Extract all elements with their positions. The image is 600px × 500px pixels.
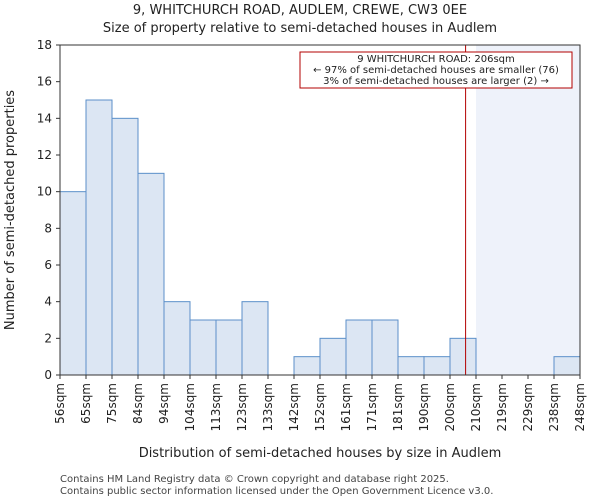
x-axis-label: Distribution of semi-detached houses by … (139, 446, 502, 461)
x-tick-label-56sqm: 56sqm (53, 383, 67, 424)
chart-title-line1: 9, WHITCHURCH ROAD, AUDLEM, CREWE, CW3 0… (133, 3, 467, 18)
y-tick-label: 0 (44, 368, 52, 382)
bar-65sqm (85, 99, 113, 376)
bar-113sqm (215, 319, 243, 376)
bar-123sqm (241, 301, 269, 376)
x-tick-label-113sqm: 113sqm (209, 383, 223, 431)
y-tick-label: 16 (37, 75, 52, 89)
x-tick-label-104sqm: 104sqm (183, 383, 197, 431)
bar-142sqm (293, 356, 321, 376)
x-tick-label-84sqm: 84sqm (131, 383, 145, 424)
y-tick-label: 8 (44, 221, 52, 235)
x-tick-label-229sqm: 229sqm (521, 383, 535, 431)
x-tick-label-161sqm: 161sqm (339, 383, 353, 431)
highlight-region (476, 45, 580, 375)
x-tick-label-123sqm: 123sqm (235, 383, 249, 431)
bar-104sqm (189, 319, 217, 376)
bar-56sqm (59, 191, 87, 376)
x-ticks: 56sqm 65sqm 75sqm 84sqm 94sqm 104sqm 113sqm 123… (53, 375, 587, 431)
y-tick-label: 10 (37, 185, 52, 199)
footer-line1: Contains HM Land Registry data © Crown c… (60, 474, 449, 485)
y-tick-label: 6 (44, 258, 52, 272)
bar-190sqm (423, 356, 451, 376)
x-tick-label-75sqm: 75sqm (105, 383, 119, 424)
x-tick-label-248sqm: 248sqm (573, 383, 587, 431)
x-tick-label-181sqm: 181sqm (391, 383, 405, 431)
x-tick-label-152sqm: 152sqm (313, 383, 327, 431)
y-axis-label: Number of semi-detached properties (3, 90, 18, 330)
y-tick-label: 2 (44, 331, 52, 345)
bar-181sqm (397, 356, 425, 376)
chart-title-line2: Size of property relative to semi-detach… (103, 21, 497, 36)
bar-84sqm (137, 172, 165, 376)
annotation-line3: 3% of semi-detached houses are larger (2… (323, 76, 549, 87)
x-tick-label-65sqm: 65sqm (79, 383, 93, 424)
bar-161sqm (345, 319, 373, 376)
bar-152sqm (319, 337, 347, 376)
x-tick-label-171sqm: 171sqm (365, 383, 379, 431)
x-tick-label-133sqm: 133sqm (261, 383, 275, 431)
annotation-box: 9 WHITCHURCH ROAD: 206sqm ← 97% of semi-… (299, 51, 573, 89)
x-tick-label-210sqm: 210sqm (469, 383, 483, 431)
x-tick-label-238sqm: 238sqm (547, 383, 561, 431)
y-tick-label: 14 (37, 111, 52, 125)
x-tick-label-142sqm: 142sqm (287, 383, 301, 431)
bars (59, 99, 581, 376)
x-tick-label-94sqm: 94sqm (157, 383, 171, 424)
bar-94sqm (163, 301, 191, 376)
bar-75sqm (111, 117, 139, 376)
x-tick-label-200sqm: 200sqm (443, 383, 457, 431)
y-tick-label: 12 (37, 148, 52, 162)
x-tick-label-219sqm: 219sqm (495, 383, 509, 431)
y-tick-label: 4 (44, 295, 52, 309)
bar-200sqm (449, 337, 477, 376)
annotation-line1: 9 WHITCHURCH ROAD: 206sqm (357, 54, 515, 65)
plot-area: 0 2 4 6 8 10 12 14 16 18 56sqm 65sqm 75sqm 84sqm 94sq… (37, 38, 587, 431)
x-tick-label-190sqm: 190sqm (417, 383, 431, 431)
y-tick-label: 18 (37, 38, 52, 52)
bar-238sqm (553, 356, 581, 376)
bar-171sqm (371, 319, 399, 376)
footer-line2: Contains public sector information licen… (60, 486, 493, 497)
annotation-line2: ← 97% of semi-detached houses are smalle… (313, 65, 559, 76)
y-ticks: 0 2 4 6 8 10 12 14 16 18 (37, 38, 60, 382)
annotation-frame (299, 51, 573, 89)
